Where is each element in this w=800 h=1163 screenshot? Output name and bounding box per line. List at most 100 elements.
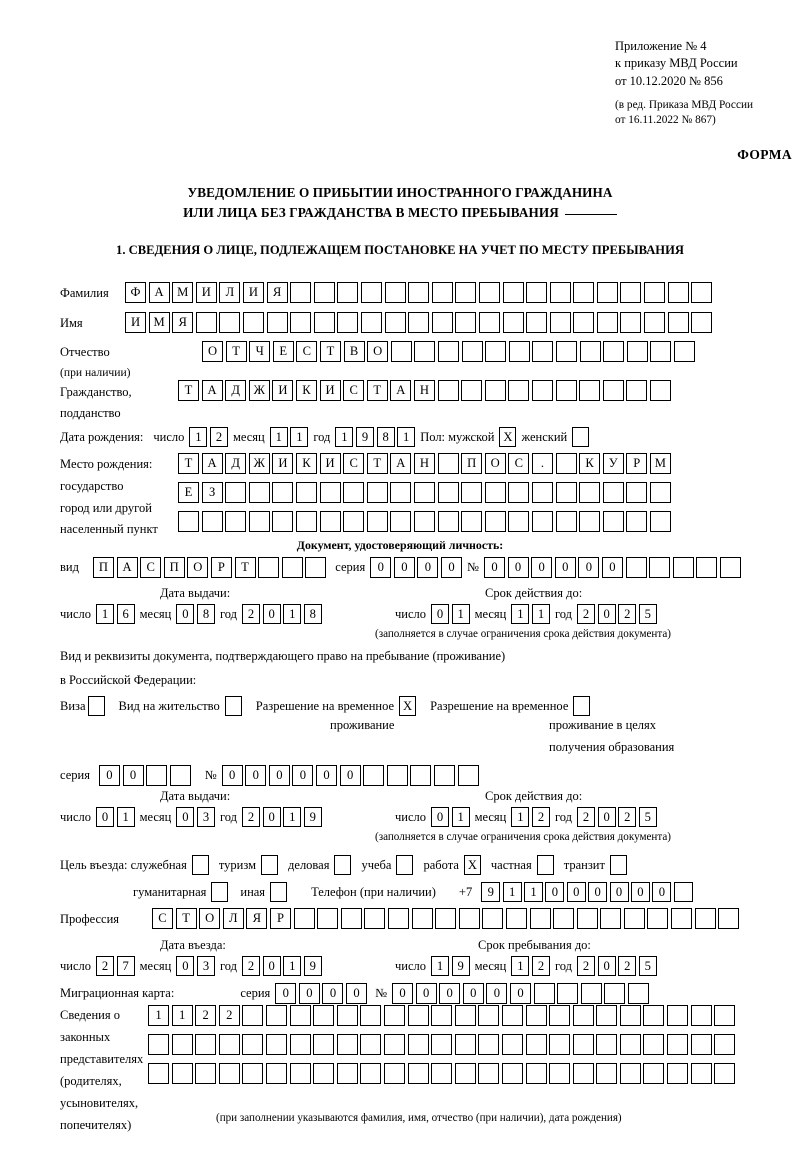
char-box[interactable]: В — [343, 341, 365, 362]
char-box[interactable]: 9 — [481, 882, 501, 902]
char-box[interactable] — [620, 312, 642, 333]
purpose-official-checkbox[interactable] — [191, 855, 209, 875]
char-box[interactable]: 0 — [431, 604, 450, 624]
char-box[interactable]: С — [343, 380, 365, 401]
char-box[interactable]: 0 — [415, 983, 437, 1004]
visa-checkbox[interactable] — [87, 696, 105, 716]
char-box[interactable]: М — [148, 312, 170, 333]
char-box[interactable] — [549, 282, 571, 303]
char-box[interactable] — [529, 908, 551, 929]
char-box[interactable] — [289, 1063, 311, 1084]
char-box[interactable]: 1 — [431, 956, 450, 976]
purpose-private-checkbox[interactable] — [536, 855, 554, 875]
char-box[interactable]: 0 — [417, 557, 439, 578]
char-box[interactable] — [619, 1034, 641, 1055]
char-box[interactable] — [572, 1005, 594, 1026]
char-box[interactable] — [411, 908, 433, 929]
char-box[interactable]: С — [508, 453, 530, 474]
char-box[interactable] — [455, 312, 477, 333]
char-box[interactable]: 2 — [618, 956, 637, 976]
char-box[interactable] — [691, 282, 713, 303]
char-box[interactable] — [242, 1005, 264, 1026]
char-box[interactable] — [573, 282, 595, 303]
char-box[interactable] — [407, 1005, 429, 1026]
char-box[interactable] — [525, 1005, 547, 1026]
char-box[interactable]: Д — [225, 380, 247, 401]
char-box[interactable] — [501, 1005, 523, 1026]
char-box[interactable] — [407, 1063, 429, 1084]
char-box[interactable]: 9 — [356, 427, 375, 447]
char-box[interactable] — [289, 1034, 311, 1055]
rep-row-3-boxes[interactable] — [148, 1063, 736, 1084]
char-box[interactable] — [178, 511, 199, 532]
birthplace-row-3-boxes[interactable] — [178, 511, 671, 532]
char-box[interactable] — [602, 380, 624, 401]
char-box[interactable] — [195, 1034, 217, 1055]
char-box[interactable] — [647, 908, 669, 929]
char-box[interactable] — [387, 908, 409, 929]
char-box[interactable]: 0 — [298, 983, 320, 1004]
char-box[interactable]: 2 — [195, 1005, 217, 1026]
char-box[interactable] — [644, 312, 666, 333]
char-box[interactable] — [390, 341, 412, 362]
char-box[interactable] — [431, 282, 453, 303]
char-box[interactable] — [431, 1034, 453, 1055]
char-box[interactable] — [360, 312, 382, 333]
char-box[interactable] — [408, 282, 430, 303]
char-box[interactable] — [625, 557, 647, 578]
char-box[interactable] — [508, 380, 530, 401]
char-box[interactable] — [620, 282, 642, 303]
char-box[interactable]: 5 — [638, 956, 657, 976]
char-box[interactable]: 8 — [196, 604, 215, 624]
char-box[interactable] — [437, 511, 459, 532]
char-box[interactable]: . — [531, 453, 553, 474]
char-box[interactable] — [643, 1063, 665, 1084]
char-box[interactable] — [437, 341, 459, 362]
char-box[interactable] — [363, 765, 385, 786]
char-box[interactable]: 2 — [218, 1005, 240, 1026]
char-box[interactable]: 1 — [531, 604, 550, 624]
char-box[interactable] — [313, 282, 335, 303]
char-box[interactable] — [643, 1005, 665, 1026]
char-box[interactable] — [242, 312, 264, 333]
char-box[interactable] — [579, 482, 601, 503]
char-box[interactable] — [336, 1005, 358, 1026]
char-box[interactable]: С — [343, 453, 365, 474]
char-box[interactable] — [265, 1063, 287, 1084]
char-box[interactable] — [649, 482, 671, 503]
char-box[interactable] — [360, 1034, 382, 1055]
char-box[interactable] — [148, 1063, 169, 1084]
char-box[interactable]: П — [461, 453, 483, 474]
char-box[interactable] — [484, 511, 506, 532]
char-box[interactable] — [649, 557, 671, 578]
char-box[interactable] — [242, 1063, 264, 1084]
char-box[interactable]: 0 — [509, 983, 531, 1004]
char-box[interactable] — [319, 511, 341, 532]
char-box[interactable] — [531, 380, 553, 401]
char-box[interactable] — [431, 1063, 453, 1084]
char-box[interactable] — [383, 1034, 405, 1055]
char-box[interactable]: 0 — [268, 765, 290, 786]
char-box[interactable] — [454, 1063, 476, 1084]
char-box[interactable] — [384, 312, 406, 333]
char-box[interactable] — [265, 1005, 287, 1026]
char-box[interactable]: 2 — [96, 956, 115, 976]
char-box[interactable] — [485, 341, 507, 362]
char-box[interactable] — [384, 282, 406, 303]
char-box[interactable]: 1 — [397, 427, 416, 447]
char-box[interactable]: Р — [269, 908, 291, 929]
char-box[interactable]: А — [390, 453, 412, 474]
char-box[interactable]: 0 — [554, 557, 576, 578]
char-box[interactable]: 0 — [392, 983, 413, 1004]
char-box[interactable]: 0 — [176, 807, 195, 827]
char-box[interactable] — [623, 908, 645, 929]
char-box[interactable] — [454, 1034, 476, 1055]
char-box[interactable] — [619, 1005, 641, 1026]
char-box[interactable] — [408, 312, 430, 333]
char-box[interactable]: А — [201, 380, 223, 401]
char-box[interactable] — [413, 482, 435, 503]
